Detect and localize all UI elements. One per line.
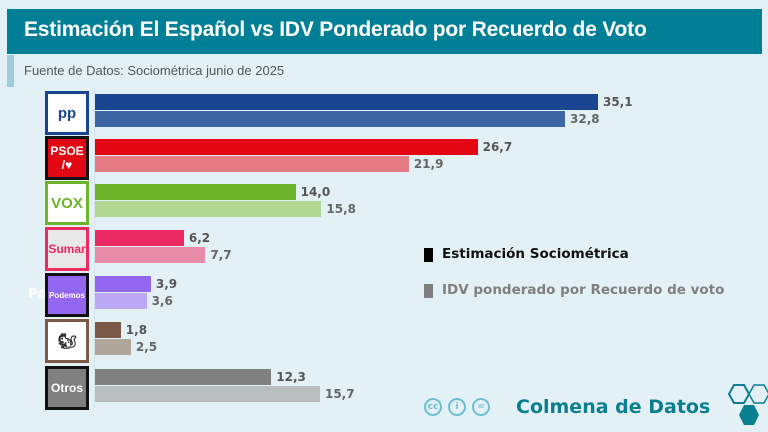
value-label: 2,5 [135,340,158,354]
legend-label-estimacion: Estimación Sociométrica [442,246,629,262]
value-label: 6,2 [188,231,211,245]
bar-vox-estimacion [95,184,296,200]
bar-podemos-idv [95,293,147,309]
bar-psoe-idv [95,156,409,172]
value-label: 7,7 [210,248,232,262]
value-label: 3,9 [155,277,178,291]
value-label: 12,3 [276,370,306,384]
value-label: 14,0 [300,185,331,199]
hexagon-logo-icon [727,384,768,425]
logo-text: Otros [50,381,83,395]
party-logo-sumar: Sumar [45,227,89,271]
license-icons: cc i = [424,398,490,416]
party-logo-podemos: Podemos [45,273,89,317]
bar-pp-idv [95,111,566,127]
legend-label-idv: IDV ponderado por Recuerdo de voto [442,282,725,298]
party-logo-vox: VOX [45,181,89,225]
value-label: 15,8 [326,202,357,216]
bar-otros-estimacion [95,369,272,385]
value-label: 21,9 [413,157,444,171]
bar-sumar-idv [95,247,206,263]
value-label: 1,8 [125,323,148,337]
value-label: 15,7 [324,387,355,401]
bar-otros-idv [95,386,320,402]
party-logo-pp: pp [45,91,89,135]
stray-text: Po [28,287,47,302]
bar-vox-idv [95,201,322,217]
source-accent [7,55,14,87]
bar-psoe-estimacion [95,139,478,155]
logo-text: PSOE [50,144,84,158]
value-label: 26,7 [482,140,513,154]
value-label: 3,6 [151,294,173,308]
logo-text: 🐿 [57,333,77,350]
bar-podemos-estimacion [95,276,151,292]
brand-name: Colmena de Datos [516,396,711,418]
title-bar: Estimación El Español vs IDV Ponderado p… [7,9,762,54]
logo-text: pp [57,104,77,122]
source-text: Fuente de Datos: Sociométrica junio de 2… [24,63,285,78]
bar-salf-idv [95,339,131,355]
legend-swatch-estimacion [424,248,433,262]
logo-text: VOX [51,194,83,212]
legend-swatch-idv [424,284,433,298]
attribution-icon: i [448,398,466,416]
value-label: 32,8 [570,112,600,126]
party-logo-psoe: PSOE/♥ [45,136,89,180]
bar-sumar-estimacion [95,230,184,246]
bar-pp-estimacion [95,94,598,110]
cc-icon: cc [424,398,442,416]
bar-salf-estimacion [95,322,121,338]
party-logo-otros: Otros [45,366,89,410]
chart-title: Estimación El Español vs IDV Ponderado p… [24,18,647,41]
party-logo-salf: 🐿 [45,319,89,363]
no-derivatives-icon: = [472,398,490,416]
logo-text: Podemos [48,290,85,300]
value-label: 35,1 [602,95,633,109]
logo-subtext: /♥ [61,158,73,172]
axis-line [94,88,95,408]
logo-text: Sumar [48,242,86,256]
